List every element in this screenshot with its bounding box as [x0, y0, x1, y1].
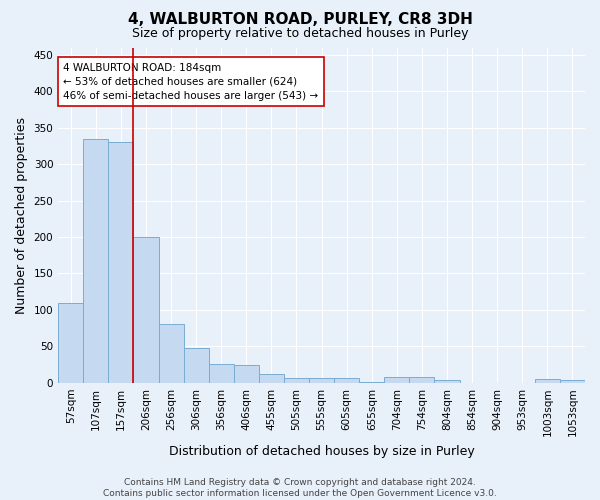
Bar	[309, 378, 334, 382]
Bar	[409, 377, 434, 382]
Bar	[385, 377, 409, 382]
Bar	[334, 378, 359, 382]
Bar	[133, 237, 158, 382]
Text: 4, WALBURTON ROAD, PURLEY, CR8 3DH: 4, WALBURTON ROAD, PURLEY, CR8 3DH	[128, 12, 472, 28]
Bar	[184, 348, 209, 382]
Bar	[259, 374, 284, 382]
Bar	[58, 304, 83, 382]
Bar	[234, 365, 259, 382]
Text: Contains HM Land Registry data © Crown copyright and database right 2024.
Contai: Contains HM Land Registry data © Crown c…	[103, 478, 497, 498]
Text: Size of property relative to detached houses in Purley: Size of property relative to detached ho…	[132, 28, 468, 40]
Text: 4 WALBURTON ROAD: 184sqm
← 53% of detached houses are smaller (624)
46% of semi-: 4 WALBURTON ROAD: 184sqm ← 53% of detach…	[64, 62, 319, 100]
Bar	[560, 380, 585, 382]
Y-axis label: Number of detached properties: Number of detached properties	[15, 116, 28, 314]
Bar	[284, 378, 309, 382]
Bar	[158, 324, 184, 382]
Bar	[83, 138, 109, 382]
Bar	[209, 364, 234, 382]
Bar	[535, 379, 560, 382]
Bar	[434, 380, 460, 382]
X-axis label: Distribution of detached houses by size in Purley: Distribution of detached houses by size …	[169, 444, 475, 458]
Bar	[109, 142, 133, 382]
